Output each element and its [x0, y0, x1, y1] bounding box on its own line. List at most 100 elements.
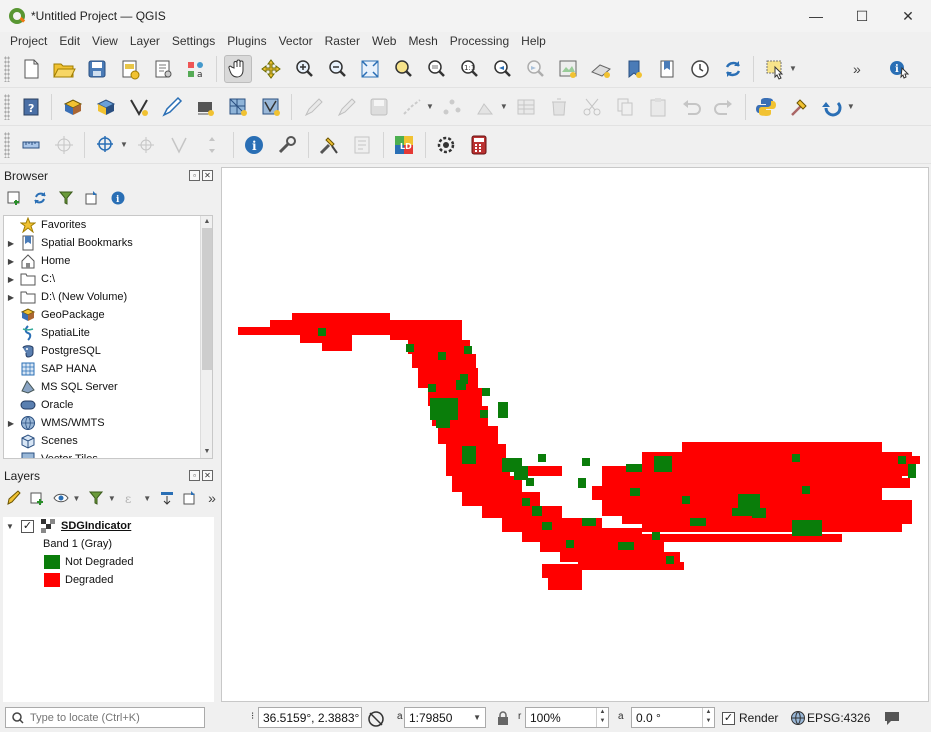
digitize-dropdown-icon[interactable]: ▼ [426, 102, 434, 111]
build-tools-icon[interactable] [315, 131, 343, 159]
add-vertex-icon[interactable] [165, 131, 193, 159]
settings-wrench-icon[interactable] [273, 131, 301, 159]
zoom-in-icon[interactable] [290, 55, 318, 83]
digitize-line-icon[interactable] [398, 93, 426, 121]
toggle-extents-icon[interactable] [367, 710, 385, 731]
redo-icon[interactable] [710, 93, 738, 121]
expand-arrow-icon[interactable]: ▶ [7, 292, 15, 302]
new-gps-layer-icon[interactable] [191, 93, 219, 121]
locator-input[interactable] [30, 711, 200, 724]
new-geopackage-layer-icon[interactable] [59, 93, 87, 121]
paste-features-icon[interactable] [644, 93, 672, 121]
layer-row-sdgindicator[interactable]: ▼ ✓ SDGIndicator [3, 517, 214, 535]
new-map-view-icon[interactable] [554, 55, 582, 83]
browser-item-c[interactable]: ▶ C:\ [4, 270, 212, 288]
minimize-button[interactable]: — [809, 8, 823, 24]
menu-processing[interactable]: Processing [449, 34, 510, 48]
pan-map-icon[interactable] [223, 54, 252, 83]
expand-arrow-icon[interactable]: ▶ [7, 256, 15, 266]
menu-vector[interactable]: Vector [278, 34, 313, 48]
select-features-icon[interactable] [761, 55, 789, 83]
properties-info-icon[interactable]: i [108, 188, 128, 208]
lock-scale-icon[interactable] [496, 710, 510, 729]
browser-item-postgresql[interactable]: PostgreSQL [4, 342, 212, 360]
refresh-browser-icon[interactable] [30, 188, 50, 208]
cut-features-icon[interactable] [578, 93, 606, 121]
expand-arrow-icon[interactable]: ▶ [7, 274, 15, 284]
render-checkbox[interactable]: ✓ [722, 712, 735, 725]
close-panel-icon[interactable]: ✕ [202, 470, 213, 481]
browser-item-home[interactable]: ▶ Home [4, 252, 212, 270]
magnifier-spinbox[interactable]: 100% ▲ ▼ [525, 707, 609, 728]
menu-plugins[interactable]: Plugins [227, 34, 267, 48]
filter-legend-icon[interactable] [86, 488, 105, 508]
menu-raster[interactable]: Raster [324, 34, 360, 48]
new-spatial-bookmark-icon[interactable] [620, 55, 648, 83]
python-console-icon[interactable] [752, 93, 780, 121]
toolbar-grip[interactable] [4, 93, 10, 120]
processing-toolbox-icon[interactable] [785, 93, 813, 121]
measure-line-icon[interactable] [17, 131, 45, 159]
layer-visibility-checkbox[interactable]: ✓ [21, 519, 34, 533]
refresh-icon[interactable] [719, 55, 747, 83]
menu-view[interactable]: View [92, 34, 118, 48]
browser-item-wms-wmts[interactable]: ▶ WMS/WMTS [4, 414, 212, 432]
layout-manager-icon[interactable] [149, 55, 177, 83]
scale-combo[interactable]: 1:79850 ▼ [404, 707, 486, 728]
style-manager-icon[interactable]: a [182, 55, 210, 83]
toggle-editing-icon[interactable] [332, 93, 360, 121]
menu-help[interactable]: Help [521, 34, 546, 48]
open-project-icon[interactable] [50, 55, 78, 83]
collapse-all-icon[interactable] [82, 188, 102, 208]
plugin-reloader-icon[interactable] [818, 93, 846, 121]
georeferencer-dropdown-icon[interactable]: ▼ [120, 140, 128, 149]
current-edits-icon[interactable] [299, 93, 327, 121]
close-panel-icon[interactable]: ✕ [202, 170, 213, 181]
map-canvas[interactable] [221, 167, 929, 702]
browser-item-scenes[interactable]: Scenes [4, 432, 212, 450]
raster-calculator-icon[interactable] [465, 131, 493, 159]
browser-item-vector-tiles[interactable]: Vector Tiles [4, 450, 212, 458]
toolbar-grip[interactable] [4, 131, 10, 158]
new-print-layout-icon[interactable] [116, 55, 144, 83]
temporal-controller-icon[interactable] [686, 55, 714, 83]
menu-edit[interactable]: Edit [59, 34, 81, 48]
new-spatialite-layer-icon[interactable] [92, 93, 120, 121]
messages-icon[interactable] [883, 710, 901, 729]
pan-to-selection-icon[interactable] [257, 55, 285, 83]
new-3d-map-view-icon[interactable] [587, 55, 615, 83]
collapse-all-layers-icon[interactable] [181, 488, 200, 508]
menu-settings[interactable]: Settings [171, 34, 216, 48]
zoom-full-icon[interactable] [356, 55, 384, 83]
layers-overflow-icon[interactable]: » [208, 490, 216, 506]
save-layer-edits-icon[interactable] [365, 93, 393, 121]
manage-visibility-icon[interactable] [51, 488, 70, 508]
expand-all-icon[interactable] [157, 488, 176, 508]
sdg-plugin-icon[interactable]: LD [390, 131, 418, 159]
scroll-down-icon[interactable]: ▼ [203, 448, 211, 455]
new-mesh-layer-icon[interactable] [224, 93, 252, 121]
open-data-source-manager-icon[interactable]: ? [17, 93, 45, 121]
modify-dropdown-icon[interactable]: ▼ [499, 102, 508, 111]
browser-item-ms-sql-server[interactable]: MS SQL Server [4, 378, 212, 396]
save-project-icon[interactable] [83, 55, 111, 83]
new-vector-tile-layer-icon[interactable] [257, 93, 285, 121]
menu-web[interactable]: Web [371, 34, 397, 48]
add-group-icon[interactable] [27, 488, 46, 508]
browser-item-spatial-bookmarks[interactable]: ▶ Spatial Bookmarks [4, 234, 212, 252]
maximize-button[interactable]: ☐ [855, 7, 869, 24]
browser-item-d-new-volume[interactable]: ▶ D:\ (New Volume) [4, 288, 212, 306]
add-point-icon[interactable] [132, 131, 160, 159]
copy-features-icon[interactable] [611, 93, 639, 121]
reloader-dropdown-icon[interactable]: ▼ [846, 102, 855, 111]
collapse-arrow-icon[interactable]: ▼ [6, 521, 14, 531]
layout-designer-icon[interactable] [348, 131, 376, 159]
coordinate-field[interactable]: 36.5159°, 2.3883° [258, 707, 362, 728]
scale-dropdown-icon[interactable]: ▼ [473, 713, 481, 722]
expression-dropdown-icon[interactable]: ▼ [143, 493, 152, 503]
vertex-tool-icon[interactable] [438, 93, 466, 121]
menu-project[interactable]: Project [10, 34, 48, 48]
browser-item-geopackage[interactable]: GeoPackage [4, 306, 212, 324]
undo-icon[interactable] [677, 93, 705, 121]
scroll-up-icon[interactable]: ▲ [203, 218, 211, 225]
